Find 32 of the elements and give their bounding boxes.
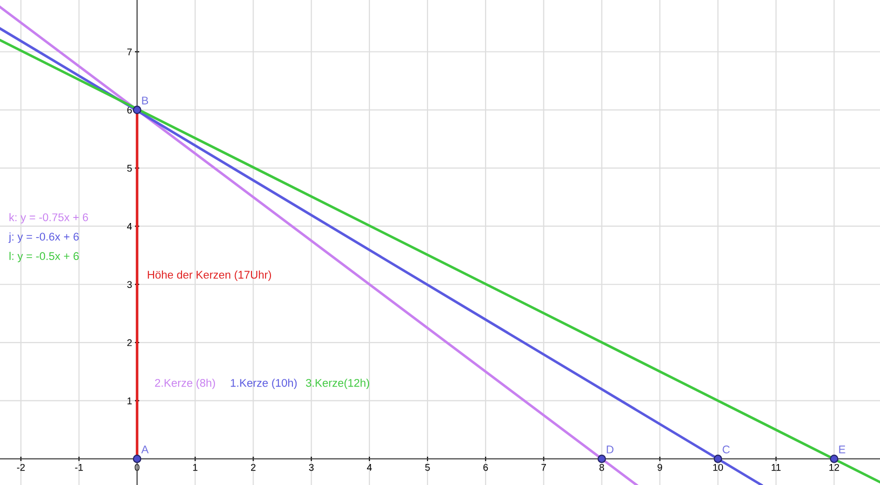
annotation: Höhe der Kerzen (17Uhr) [148, 270, 272, 281]
x-tick-label: 5 [425, 464, 430, 471]
x-tick-label: 1 [193, 464, 198, 471]
y-tick-label: 5 [127, 164, 132, 172]
x-tick-label: 7 [541, 464, 546, 471]
x-tick-label: 3 [309, 464, 314, 471]
x-tick-label: 8 [599, 464, 604, 471]
x-tick-label: 2 [251, 464, 256, 471]
annotation: 3.Kerze(12h) [306, 378, 370, 390]
y-tick-label: 2 [127, 339, 132, 346]
annotation: 2.Kerze (8h) [155, 378, 215, 390]
text: l: y = -0.5x + 6 [10, 252, 79, 262]
y-tick-label: 7 [127, 48, 132, 56]
annotation: E [839, 446, 846, 454]
annotation: 1.Kerze (10h) [230, 378, 297, 390]
x-tick-label: 4 [366, 464, 372, 471]
x-tick-label: 12 [829, 464, 840, 471]
x-tick-label: 11 [772, 464, 781, 471]
x-tick-label: -2 [17, 464, 25, 471]
x-tick-label: 9 [658, 464, 662, 471]
annotation: C [722, 446, 730, 454]
text: j: y = -0.6x + 6 [8, 232, 79, 243]
x-tick-label: 10 [713, 464, 723, 471]
x-tick-label: 6 [483, 464, 488, 471]
y-tick-label: 4 [127, 223, 132, 230]
annotation: D [606, 446, 614, 454]
x-tick-label: -1 [75, 464, 83, 471]
annotation: B [142, 96, 148, 104]
y-tick-label: 1 [128, 398, 132, 404]
text: k: y = -0.75x + 6 [10, 213, 88, 224]
y-tick-label: 3 [127, 281, 132, 288]
annotation: A [141, 446, 149, 454]
